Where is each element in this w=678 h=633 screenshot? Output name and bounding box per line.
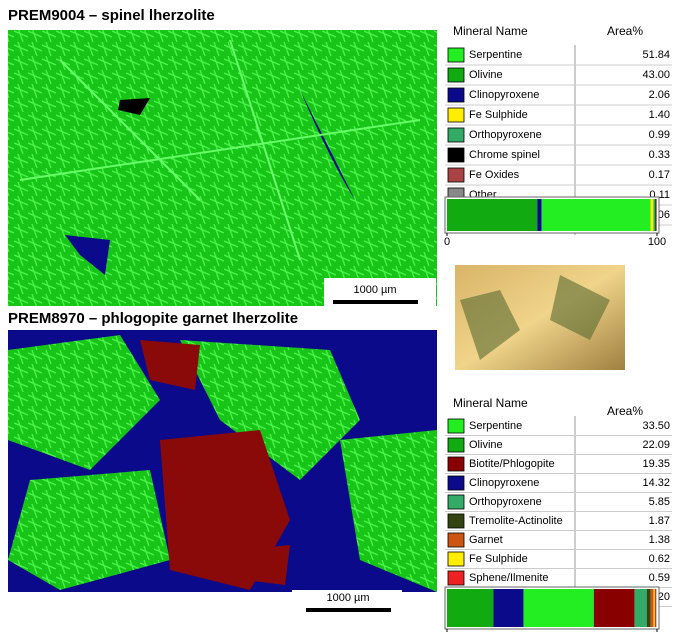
bar-segment — [655, 589, 656, 627]
bar-segment — [654, 589, 655, 627]
bar-segment — [537, 199, 541, 231]
mineral-name: Serpentine — [469, 49, 522, 61]
mineral-map — [8, 30, 437, 306]
area-value: 0.99 — [649, 129, 670, 141]
bar-segment — [650, 199, 653, 231]
page: 1000 µm PREM9004 – spinel lherzolite 100… — [0, 0, 678, 633]
area-value: 14.32 — [642, 477, 670, 489]
mineral-name: Orthopyroxene — [469, 496, 542, 508]
legend-swatch — [448, 438, 464, 452]
panel-title: PREM9004 – spinel lherzolite — [8, 7, 215, 24]
area-value: 19.35 — [642, 458, 670, 470]
legend-swatch — [448, 533, 464, 547]
mineral-name: Clinopyroxene — [469, 89, 539, 101]
area-value: 5.85 — [649, 496, 670, 508]
area-value: 1.40 — [649, 109, 670, 121]
mineral-name: Fe Sulphide — [469, 109, 528, 121]
legend-swatch — [448, 68, 464, 82]
mineral-name: Chrome spinel — [469, 149, 540, 161]
legend-swatch — [448, 514, 464, 528]
area-value: 51.84 — [642, 49, 670, 61]
column-header: Mineral Name — [453, 396, 528, 410]
bar-segment — [647, 589, 651, 627]
bar-segment — [653, 199, 655, 231]
bar-segment — [447, 199, 537, 231]
legend-swatch — [448, 571, 464, 585]
legend-swatch — [448, 128, 464, 142]
mineral-name: Orthopyroxene — [469, 129, 542, 141]
mineral-name: Serpentine — [469, 420, 522, 432]
area-value: 0.33 — [649, 149, 670, 161]
bar-segment — [656, 199, 657, 231]
tick-label: 100 — [648, 236, 666, 248]
legend-swatch — [448, 108, 464, 122]
micrograph — [455, 265, 625, 370]
legend-swatch — [448, 495, 464, 509]
area-value: 1.87 — [649, 515, 670, 527]
mineral-map — [8, 330, 437, 592]
area-value: 1.38 — [649, 534, 670, 546]
mineral-name: Garnet — [469, 534, 503, 546]
tick-label: 0 — [444, 236, 450, 248]
bar-segment — [651, 589, 654, 627]
bar-segment — [594, 589, 635, 627]
mineral-name: Clinopyroxene — [469, 477, 539, 489]
area-value: 0.17 — [649, 169, 670, 181]
scale-label: 1000 µm — [353, 284, 396, 296]
mineral-name: Biotite/Phlogopite — [469, 458, 555, 470]
mineral-name: Olivine — [469, 439, 503, 451]
mineral-name: Fe Oxides — [469, 169, 520, 181]
bar-segment — [523, 589, 593, 627]
legend-swatch — [448, 457, 464, 471]
panel-title: PREM8970 – phlogopite garnet lherzolite — [8, 310, 298, 327]
mineral-name: Tremolite-Actinolite — [469, 515, 563, 527]
area-value: 2.06 — [649, 89, 670, 101]
area-value: 33.50 — [642, 420, 670, 432]
mineral-name: Sphene/Ilmenite — [469, 572, 549, 584]
column-header: Area% — [607, 404, 643, 418]
legend-swatch — [448, 419, 464, 433]
column-header: Mineral Name — [453, 24, 528, 38]
column-header: Area% — [607, 24, 643, 38]
bar-segment — [634, 589, 646, 627]
area-value: 0.59 — [649, 572, 670, 584]
mineral-name: Olivine — [469, 69, 503, 81]
legend-swatch — [448, 148, 464, 162]
scale-bar: 1000 µm — [324, 278, 436, 306]
legend-swatch — [448, 48, 464, 62]
area-value: 0.62 — [649, 553, 670, 565]
scale-label: 1000 µm — [326, 592, 369, 604]
bar-segment — [493, 589, 523, 627]
area-value: 43.00 — [642, 69, 670, 81]
bar-segment — [542, 199, 651, 231]
mineral-name: Fe Sulphide — [469, 553, 528, 565]
legend-swatch — [448, 88, 464, 102]
figure: 1000 µm PREM9004 – spinel lherzolite 100… — [0, 0, 678, 633]
scale-bar: 1000 µm — [292, 590, 402, 620]
legend-swatch — [448, 168, 464, 182]
legend-swatch — [448, 476, 464, 490]
area-value: 22.09 — [642, 439, 670, 451]
legend-swatch — [448, 552, 464, 566]
bar-segment — [447, 589, 493, 627]
